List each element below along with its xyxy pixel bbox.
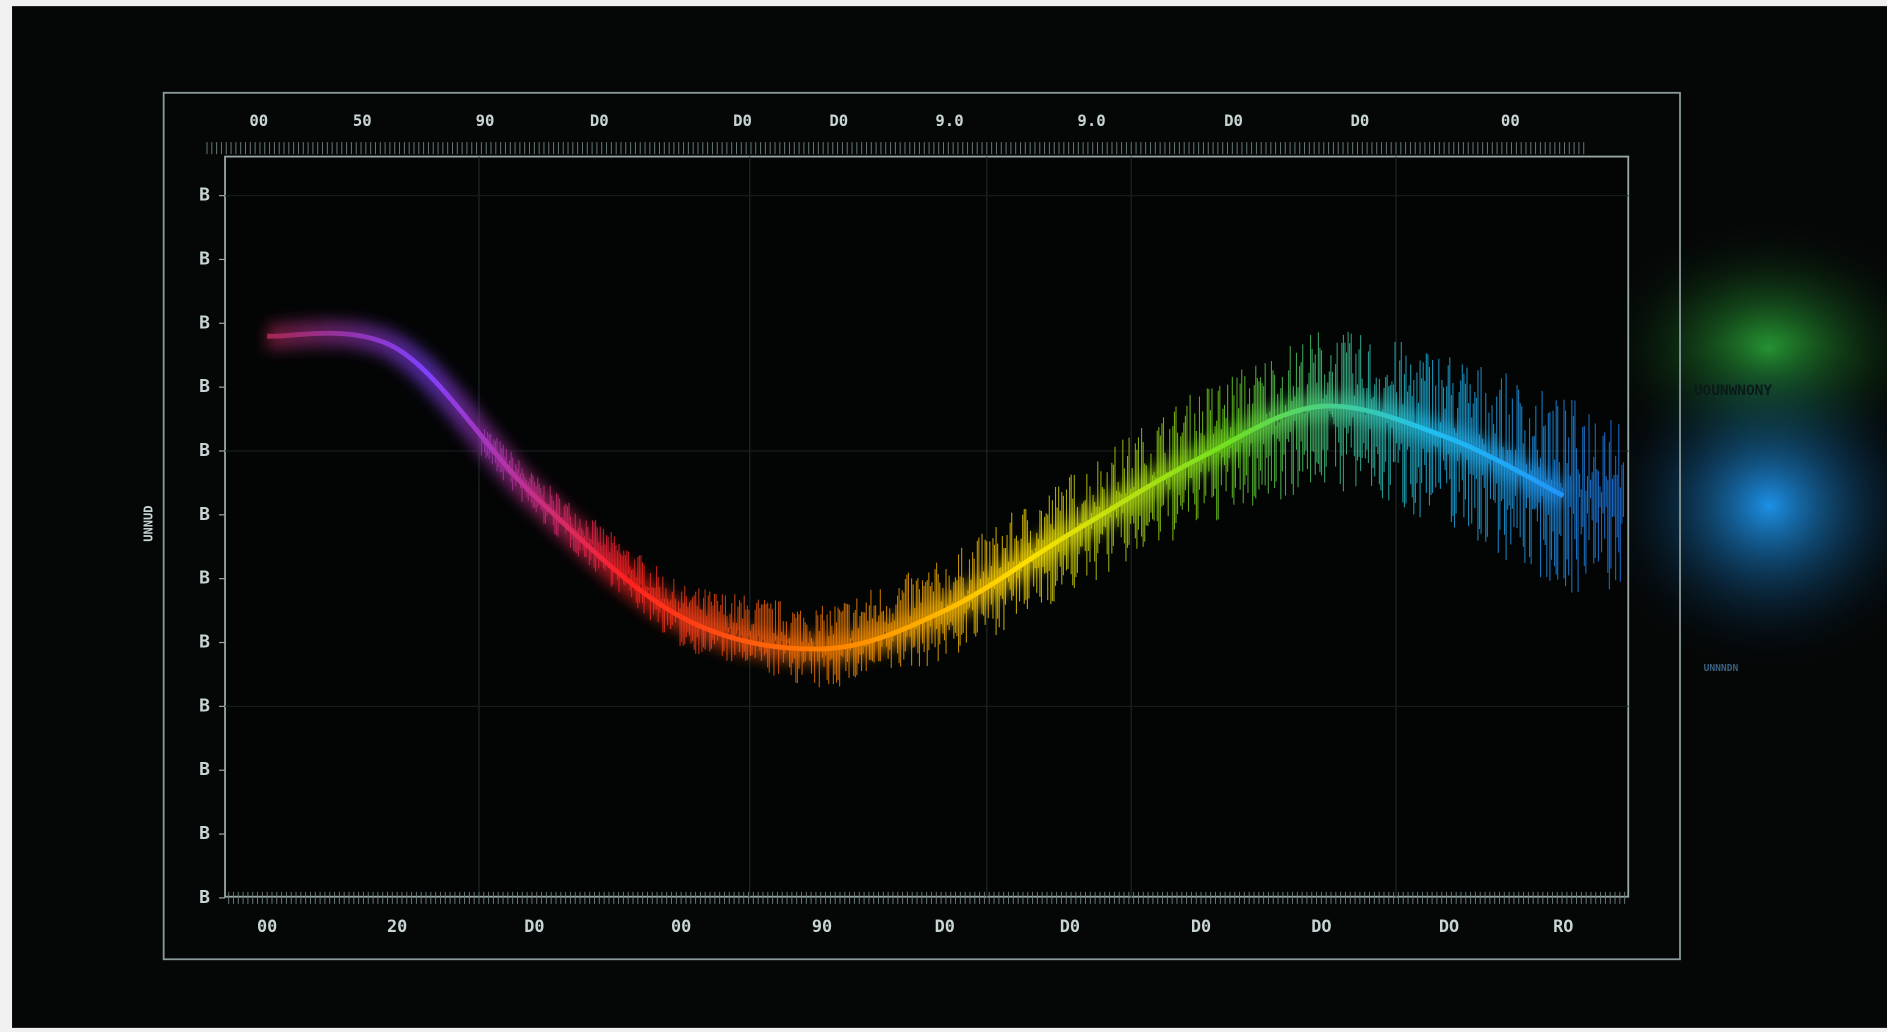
y-axis-label: UNNUD [142,506,156,542]
y-tick-label: B [199,759,210,780]
x-tick-label: D0 [1060,916,1080,936]
y-tick-label: B [199,440,210,461]
x-tick-label: RO [1553,916,1573,936]
top-tick-label: 9.0 [1077,111,1105,130]
chart: UNNUD UOUNWNONY UNNNDN B B B B B B B B B B B B 00 50 9… [0,0,1887,1028]
x-tick-label: DO [1311,916,1331,936]
page: UNNUD UOUNWNONY UNNNDN B B B B B B B B B B B B 00 50 9… [0,0,1887,1032]
top-tick-label: D0 [829,111,848,130]
y-tick-label: B [199,376,210,397]
y-tick-label: B [199,185,210,206]
annotation: UNNNDN [1704,663,1739,674]
x-tick-label: DO [1439,916,1459,936]
y-tick-label: B [199,568,210,589]
y-tick-label: B [199,312,210,333]
plot-area [225,157,1628,897]
top-tick-label: D0 [1224,111,1243,130]
legend-entry: UOUNWNONY [1694,383,1773,399]
x-tick-label: 90 [812,916,832,936]
y-tick-label: B [199,632,210,653]
x-tick-label: 00 [671,916,691,936]
top-tick-label: D0 [733,111,752,130]
y-tick-label: B [199,695,210,716]
y-tick-label: B [199,887,210,908]
x-tick-label: 00 [257,916,277,936]
top-tick-label: D0 [590,111,609,130]
x-tick-label: D0 [524,916,544,936]
top-tick-label: D0 [1350,111,1369,130]
top-tick-label: 00 [249,111,268,130]
top-tick-label: 90 [476,111,495,130]
x-tick-label: D0 [935,916,955,936]
y-tick-label: B [199,504,210,525]
top-tick-label: 50 [353,111,372,130]
y-tick-label: B [199,248,210,269]
top-tick-label: 9.0 [935,111,963,130]
top-tick-label: 00 [1501,111,1520,130]
y-tick-label: B [199,823,210,844]
x-tick-label: D0 [1191,916,1211,936]
x-tick-label: 20 [387,916,407,936]
